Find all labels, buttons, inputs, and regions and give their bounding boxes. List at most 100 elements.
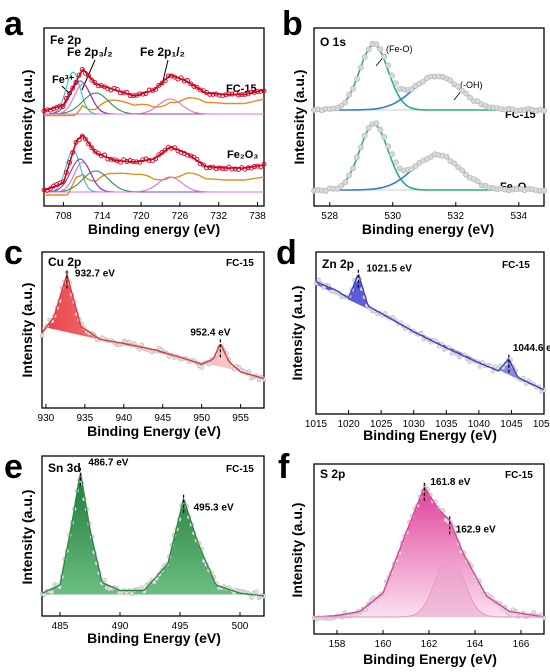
peak-label-f-1: 162.9 eV bbox=[456, 524, 496, 535]
xtick-label-a-4: 732 bbox=[210, 211, 227, 222]
title-c: Cu 2p bbox=[48, 255, 81, 269]
fe-point-1-69 bbox=[261, 161, 267, 167]
peak-label-d-1: 1044.6 eV bbox=[513, 343, 550, 354]
o-point-1-19 bbox=[385, 143, 391, 150]
peak-label-e-0: 486.7 eV bbox=[88, 458, 128, 469]
xtick-label-d-1: 1020 bbox=[337, 419, 360, 430]
exp-point-c-67 bbox=[206, 361, 212, 367]
annotation-feo: (Fe-O) bbox=[386, 44, 413, 54]
o-point-1-6 bbox=[334, 185, 341, 192]
o-point-0-38 bbox=[459, 87, 465, 94]
o-point-1-34 bbox=[443, 153, 450, 160]
o-point-0-14 bbox=[365, 46, 372, 53]
o-point-0-16 bbox=[373, 41, 380, 48]
xtick-label-a-2: 720 bbox=[133, 211, 150, 222]
o-point-1-17 bbox=[377, 126, 384, 133]
o-point-0-59 bbox=[541, 107, 547, 114]
exp-point-d-69 bbox=[490, 369, 496, 374]
xticks-b: 528 530 532 534 bbox=[321, 202, 528, 222]
ylabel-a: Intensity (a.u.) bbox=[19, 70, 35, 165]
o-point-0-17 bbox=[377, 46, 384, 53]
o-point-0-39 bbox=[463, 90, 469, 97]
o-point-0-9 bbox=[346, 91, 352, 98]
o-point-0-40 bbox=[466, 94, 473, 101]
exp-point-f-50 bbox=[440, 508, 446, 513]
panel-label-a: a bbox=[4, 5, 24, 43]
series-label-fe2o3-a: Fe₂O₃ bbox=[227, 149, 258, 161]
xtick-label-d-0: 1015 bbox=[305, 419, 328, 430]
fe-background-0 bbox=[44, 97, 265, 117]
o-point-0-21 bbox=[392, 80, 399, 86]
series-label-f: FC-15 bbox=[505, 470, 533, 481]
xtick-label-b-3: 534 bbox=[510, 211, 527, 222]
xtick-label-e-3: 500 bbox=[232, 621, 249, 632]
xtick-label-f-1: 160 bbox=[375, 639, 392, 650]
s-component-1629 bbox=[314, 553, 544, 618]
exp-point-c-39 bbox=[137, 347, 142, 352]
ylabel-f: Intensity (a.u.) bbox=[289, 503, 305, 598]
exp-point-e-40 bbox=[139, 585, 145, 590]
fe-point-1-15 bbox=[89, 145, 95, 151]
xtick-label-f-0: 158 bbox=[329, 639, 346, 650]
exp-point-d-1 bbox=[316, 277, 321, 283]
fe-background-1 bbox=[44, 172, 265, 196]
peak-label-c-1: 952.4 eV bbox=[190, 327, 230, 338]
spectrum-line-c bbox=[41, 272, 265, 380]
fe-point-1-59 bbox=[229, 166, 235, 172]
marks-b bbox=[311, 40, 547, 194]
xlabel-d: Binding Energy (eV) bbox=[363, 427, 497, 443]
marks-d: 1021.5 eV 1044.6 eV bbox=[313, 264, 550, 394]
spectrum-line-d bbox=[315, 273, 545, 391]
title-d: Zn 2p bbox=[322, 257, 354, 271]
annotation-fe3: Fe 2p₃/₂ bbox=[67, 45, 113, 59]
o-point-0-11 bbox=[353, 76, 360, 82]
o-point-1-21 bbox=[392, 159, 399, 166]
ylabel-b: Intensity (a.u.) bbox=[291, 70, 307, 165]
o-point-0-6 bbox=[334, 105, 341, 112]
xlabel-a: Binding energy (eV) bbox=[88, 221, 220, 237]
fe-component-1-4 bbox=[44, 176, 264, 193]
fe-component-0-4 bbox=[44, 98, 264, 115]
panel-label-b: b bbox=[282, 5, 303, 43]
xlabel-e: Binding Energy (eV) bbox=[87, 630, 221, 646]
spectrum-fill-f bbox=[314, 487, 544, 617]
xlabel-b: Binding energy (eV) bbox=[362, 221, 494, 237]
fe-point-0-14 bbox=[86, 73, 92, 79]
title-a: Fe 2p bbox=[50, 33, 81, 47]
title-e: Sn 3d bbox=[48, 461, 81, 475]
fe-point-0-16 bbox=[92, 80, 98, 86]
peak-label-f-0: 161.8 eV bbox=[430, 477, 470, 488]
o-point-1-12 bbox=[357, 144, 364, 151]
o-point-0-35 bbox=[447, 77, 454, 84]
o-point-1-14 bbox=[365, 125, 372, 131]
fe-point-0-52 bbox=[207, 91, 213, 97]
fe-point-1-60 bbox=[232, 166, 238, 172]
exp-point-e-86 bbox=[254, 589, 259, 594]
o-point-1-37 bbox=[455, 164, 462, 171]
o-point-1-39 bbox=[463, 171, 469, 178]
fe-point-0-37 bbox=[159, 80, 165, 86]
o-point-1-11 bbox=[353, 154, 360, 161]
exp-point-e-36 bbox=[129, 591, 135, 596]
o-point-1-26 bbox=[412, 163, 419, 169]
o-point-0-7 bbox=[338, 102, 345, 109]
o-point-1-36 bbox=[451, 160, 458, 167]
panel-label-c: c bbox=[4, 234, 23, 272]
o-point-0-8 bbox=[342, 99, 349, 106]
xtick-label-e-2: 495 bbox=[172, 621, 189, 632]
xtick-label-e-1: 490 bbox=[112, 621, 129, 632]
fe-point-1-13 bbox=[82, 136, 88, 142]
xtick-label-a-5: 738 bbox=[249, 211, 266, 222]
plot-frame-a bbox=[43, 27, 265, 207]
o-point-1-10 bbox=[350, 165, 356, 172]
o-point-1-16 bbox=[373, 120, 380, 127]
xlabel-c: Binding Energy (eV) bbox=[87, 423, 221, 439]
fe-fit-1 bbox=[43, 134, 265, 192]
o-point-1-20 bbox=[389, 151, 395, 158]
panel-label-f: f bbox=[278, 448, 290, 486]
o-point-1-9 bbox=[346, 172, 352, 179]
marks-f: 161.8 eV 162.9 eV bbox=[311, 477, 547, 622]
spectrum-line-f bbox=[313, 485, 545, 618]
ylabel-c: Intensity (a.u.) bbox=[19, 283, 35, 378]
xtick-label-f-4: 166 bbox=[513, 639, 530, 650]
